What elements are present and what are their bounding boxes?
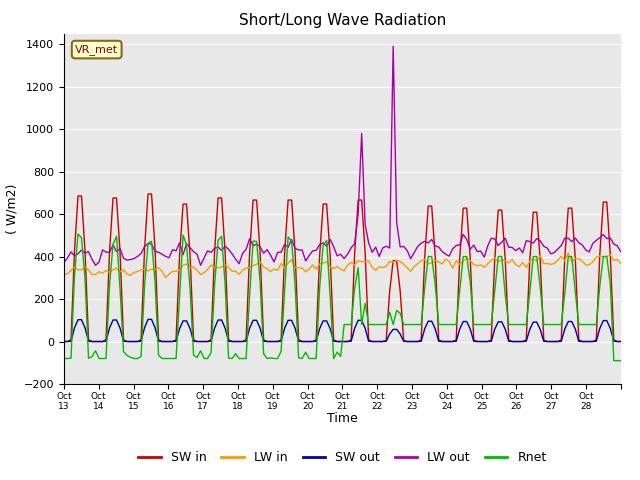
Text: VR_met: VR_met xyxy=(75,44,118,55)
Y-axis label: ( W/m2): ( W/m2) xyxy=(5,184,18,234)
X-axis label: Time: Time xyxy=(327,412,358,425)
Title: Short/Long Wave Radiation: Short/Long Wave Radiation xyxy=(239,13,446,28)
Legend: SW in, LW in, SW out, LW out, Rnet: SW in, LW in, SW out, LW out, Rnet xyxy=(133,446,552,469)
